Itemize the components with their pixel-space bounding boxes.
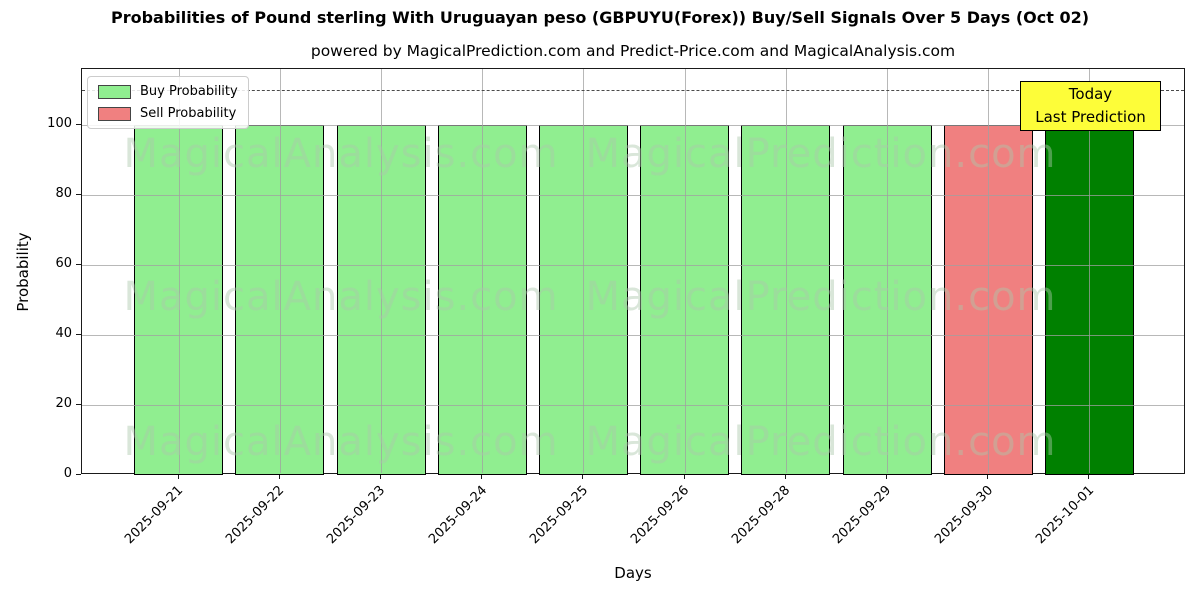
x-gridline: [684, 69, 686, 473]
x-gridline: [1089, 69, 1091, 473]
y-tick-label: 60: [55, 256, 72, 271]
threshold-dashed-line: [82, 90, 1184, 91]
x-tick-label: 2025-09-28: [729, 483, 794, 548]
x-tick-mark: [1088, 474, 1090, 479]
x-tick-mark: [481, 474, 483, 479]
x-gridline: [583, 69, 585, 473]
x-tick-mark: [987, 474, 989, 479]
y-gridline: [82, 195, 1184, 196]
y-tick-label: 40: [55, 326, 72, 341]
x-gridline: [887, 69, 888, 473]
y-gridline: [82, 405, 1184, 406]
y-tick-mark: [76, 124, 81, 125]
chart-title: Probabilities of Pound sterling With Uru…: [110, 8, 1090, 27]
y-gridline: [82, 335, 1184, 336]
watermark-text: MagicalAnalysis.com: [123, 131, 559, 177]
y-tick-mark: [76, 404, 81, 405]
x-tick-label: 2025-09-26: [628, 483, 693, 548]
x-tick-label: 2025-10-01: [1032, 483, 1097, 548]
watermark-text: MagicalPrediction.com: [585, 419, 1057, 465]
x-tick-label: 2025-09-23: [324, 483, 389, 548]
buy-probability-swatch: [98, 84, 131, 99]
legend: Buy Probability Sell Probability: [87, 76, 249, 129]
x-axis-label: Days: [614, 564, 652, 582]
legend-item-sell: Sell Probability: [98, 106, 238, 121]
y-tick-mark: [76, 474, 81, 475]
y-tick-label: 80: [55, 186, 72, 201]
y-tick-label: 20: [55, 396, 72, 411]
x-tick-label: 2025-09-21: [122, 483, 187, 548]
y-tick-mark: [76, 194, 81, 195]
watermark-text: MagicalAnalysis.com: [123, 274, 559, 320]
today-annotation-line1: Today: [1068, 85, 1113, 103]
x-gridline: [482, 69, 484, 473]
y-gridline: [82, 265, 1184, 266]
watermark-text: MagicalAnalysis.com: [123, 419, 559, 465]
legend-label-buy: Buy Probability: [140, 84, 238, 99]
y-tick-label: 0: [63, 466, 72, 481]
today-annotation-line2: Last Prediction: [1035, 108, 1146, 126]
today-annotation: Today Last Prediction: [1020, 81, 1161, 131]
y-gridline: [82, 125, 1184, 126]
sell-probability-swatch: [98, 106, 131, 121]
x-gridline: [988, 69, 990, 473]
x-tick-mark: [177, 474, 179, 479]
x-tick-label: 2025-09-25: [526, 483, 591, 548]
y-tick-label: 100: [47, 116, 72, 131]
x-tick-label: 2025-09-30: [931, 483, 996, 548]
x-tick-mark: [278, 474, 280, 479]
watermark-text: MagicalPrediction.com: [585, 131, 1057, 177]
legend-item-buy: Buy Probability: [98, 84, 238, 99]
x-tick-mark: [784, 474, 786, 479]
watermark-text: MagicalPrediction.com: [585, 274, 1057, 320]
x-tick-label: 2025-09-29: [830, 483, 895, 548]
legend-label-sell: Sell Probability: [140, 106, 237, 121]
plot-area: Buy Probability Sell Probability Today L…: [81, 68, 1185, 475]
x-tick-mark: [582, 474, 584, 479]
chart-subtitle: powered by MagicalPrediction.com and Pre…: [310, 42, 956, 60]
x-gridline: [279, 69, 281, 473]
x-gridline: [785, 69, 787, 473]
x-tick-label: 2025-09-24: [425, 483, 490, 548]
y-tick-mark: [76, 264, 81, 265]
x-gridline: [381, 69, 382, 473]
x-tick-mark: [886, 474, 887, 479]
x-gridline: [178, 69, 180, 473]
x-tick-mark: [380, 474, 381, 479]
x-tick-mark: [683, 474, 685, 479]
x-tick-label: 2025-09-22: [223, 483, 288, 548]
y-tick-mark: [76, 334, 81, 335]
